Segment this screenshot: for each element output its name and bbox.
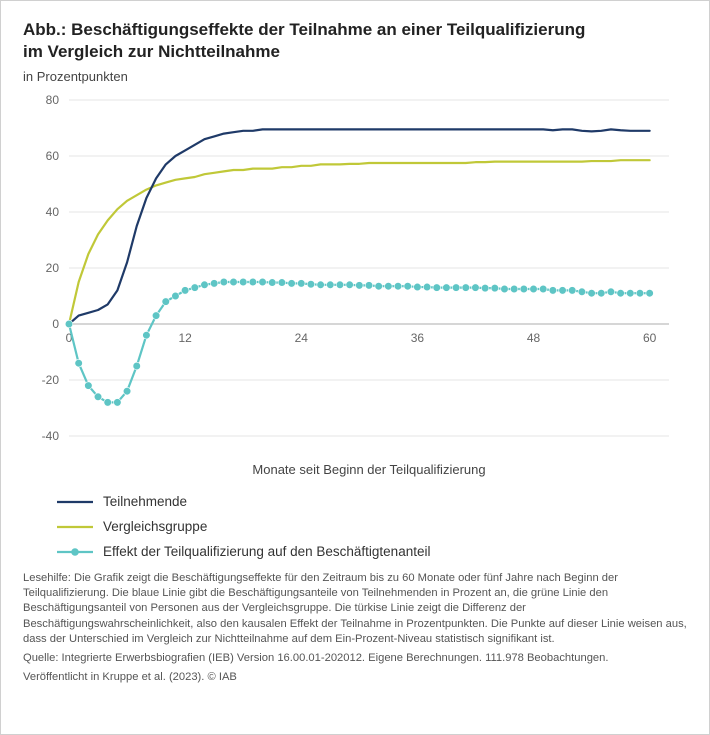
series-marker [356,282,364,290]
series-marker [510,285,518,293]
legend-swatch [57,495,93,509]
series-marker [104,399,112,407]
caption-lesehilfe: Lesehilfe: Die Grafik zeigt die Beschäft… [23,571,687,647]
x-tick-label: 60 [643,331,657,345]
legend: Teilnehmende Vergleichsgruppe Effekt der T… [57,494,687,559]
series-marker [143,332,151,340]
series-marker [181,287,189,295]
x-axis-label: Monate seit Beginn der Teilqualifizierun… [252,462,485,477]
x-tick-label: 48 [527,331,541,345]
caption: Lesehilfe: Die Grafik zeigt die Beschäft… [23,571,687,685]
caption-quelle: Quelle: Integrierte Erwerbsbiografien (I… [23,651,687,666]
series-marker [375,283,383,291]
series-marker [249,278,257,286]
series-marker [394,283,402,291]
series-marker [636,290,644,298]
series-marker [210,280,218,288]
y-tick-label: 80 [46,93,60,107]
series-marker [162,298,170,306]
series-marker [452,284,460,292]
series-marker [336,281,344,289]
title-line-1: Abb.: Beschäftigungseffekte der Teilnahm… [23,20,585,39]
series-marker [559,287,567,295]
series-marker [472,284,480,292]
series-marker [191,284,199,292]
series-marker [326,281,334,289]
series-marker [646,290,654,298]
series-marker [317,281,325,289]
series-marker [462,284,470,292]
series-marker [230,278,238,286]
series-marker [75,360,83,368]
legend-item: Vergleichsgruppe [57,519,687,534]
series-marker [133,362,141,370]
series-line [69,282,650,402]
series-marker [404,283,412,291]
series-line [69,160,650,324]
y-tick-label: -20 [42,373,60,387]
figure-container: Abb.: Beschäftigungseffekte der Teilnahm… [0,0,710,735]
y-tick-label: 0 [52,317,59,331]
series-marker [549,287,557,295]
series-marker [520,285,528,293]
series-marker [365,282,373,290]
series-marker [152,312,160,320]
series-marker [578,288,586,296]
series-marker [172,292,180,300]
legend-swatch [57,520,93,534]
series-marker [288,280,296,288]
series-marker [307,281,315,289]
caption-pub: Veröffentlicht in Kruppe et al. (2023). … [23,670,687,685]
series-marker [278,279,286,287]
series-marker [259,278,267,286]
y-tick-label: 40 [46,205,60,219]
legend-label: Vergleichsgruppe [103,519,207,534]
y-tick-label: 60 [46,149,60,163]
series-marker [588,290,596,298]
series-marker [481,285,489,293]
series-marker [85,382,93,390]
series-marker [385,283,393,291]
legend-item: Effekt der Teilqualifizierung auf den Be… [57,544,687,559]
series-marker [201,281,209,289]
series-marker [346,281,354,289]
legend-item: Teilnehmende [57,494,687,509]
figure-subtitle: in Prozentpunkten [23,69,687,84]
series-marker [443,284,451,292]
series-marker [220,278,228,286]
series-marker [423,283,431,291]
series-marker [268,279,276,287]
y-tick-label: -40 [42,429,60,443]
series-marker [607,288,615,296]
legend-label: Teilnehmende [103,494,187,509]
series-marker [539,285,547,293]
series-marker [123,388,131,396]
series-marker [114,399,122,407]
series-marker [617,290,625,298]
chart-svg: -40-2002040608001224364860Monate seit Be… [23,90,683,480]
title-line-2: im Vergleich zur Nichtteilnahme [23,42,280,61]
series-marker [414,283,422,291]
series-marker [94,393,102,401]
series-marker [501,285,509,293]
legend-label: Effekt der Teilqualifizierung auf den Be… [103,544,430,559]
series-marker [297,280,305,288]
series-marker [65,320,73,328]
series-marker [530,285,538,293]
x-tick-label: 36 [411,331,425,345]
legend-swatch [57,545,93,559]
y-tick-label: 20 [46,261,60,275]
x-tick-label: 24 [295,331,309,345]
series-marker [433,284,441,292]
series-marker [239,278,247,286]
series-marker [597,290,605,298]
series-marker [491,285,499,293]
line-chart: -40-2002040608001224364860Monate seit Be… [23,90,683,480]
series-line [69,130,650,325]
x-tick-label: 12 [178,331,192,345]
series-marker [626,290,634,298]
figure-title: Abb.: Beschäftigungseffekte der Teilnahm… [23,19,687,63]
series-marker [568,287,576,295]
